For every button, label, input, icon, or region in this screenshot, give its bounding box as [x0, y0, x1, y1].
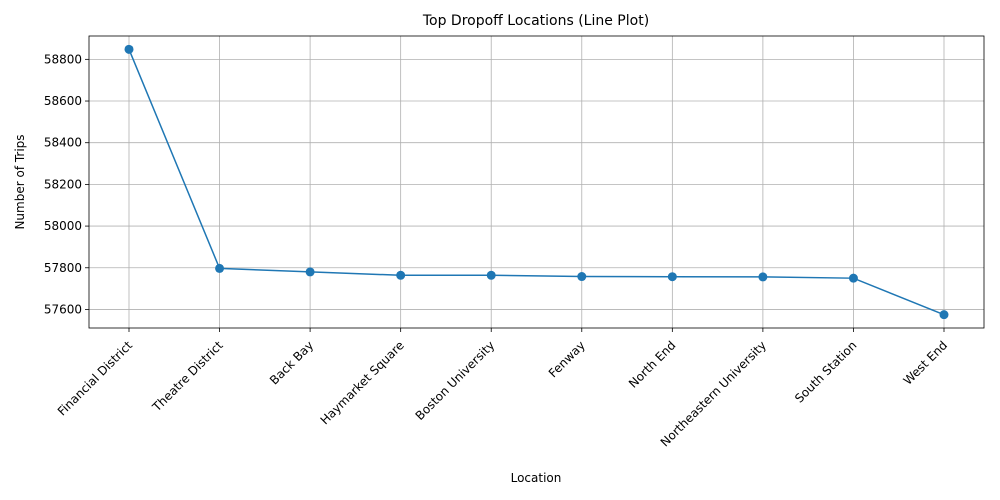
data-point: [215, 263, 225, 273]
y-tick-label: 58000: [44, 219, 82, 233]
y-tick-label: 58400: [44, 136, 82, 150]
axes-layer: [88, 35, 985, 329]
x-tick-label: North End: [626, 338, 678, 390]
y-tick-label: 58800: [44, 52, 82, 66]
series-layer: [124, 44, 949, 320]
x-tick-label: South Station: [792, 338, 859, 405]
data-point: [939, 310, 949, 320]
plot-frame: [88, 35, 985, 329]
chart-title: Top Dropoff Locations (Line Plot): [422, 13, 649, 29]
data-point: [667, 272, 677, 282]
data-point: [396, 270, 406, 280]
ticks-layer: 57600 57800 58000 58200 58400 58600 58800 Finan…: [44, 52, 950, 449]
data-point: [758, 272, 768, 282]
y-tick-label: 58200: [44, 177, 82, 191]
data-point: [305, 267, 315, 277]
x-tick-label: Financial District: [55, 338, 135, 418]
x-tick-label: Theatre District: [149, 338, 226, 415]
data-point: [486, 270, 496, 280]
data-point: [577, 272, 587, 282]
x-tick-label: Haymarket Square: [318, 338, 407, 427]
x-axis-label: Location: [511, 471, 562, 485]
series-line: [128, 49, 945, 316]
y-tick-label: 57800: [44, 261, 82, 275]
x-tick-label: Fenway: [546, 338, 588, 380]
data-point: [124, 44, 134, 54]
y-tick-label: 58600: [44, 94, 82, 108]
x-tick-label: Boston University: [413, 338, 498, 423]
y-tick-label: 57600: [44, 302, 82, 316]
y-axis-label: Number of Trips: [13, 134, 27, 229]
data-point: [848, 273, 858, 283]
grid-layer: [89, 36, 984, 328]
x-tick-label: Back Bay: [267, 338, 316, 387]
x-tick-label: West End: [901, 338, 951, 388]
x-tick-label: Northeastern University: [658, 338, 769, 449]
